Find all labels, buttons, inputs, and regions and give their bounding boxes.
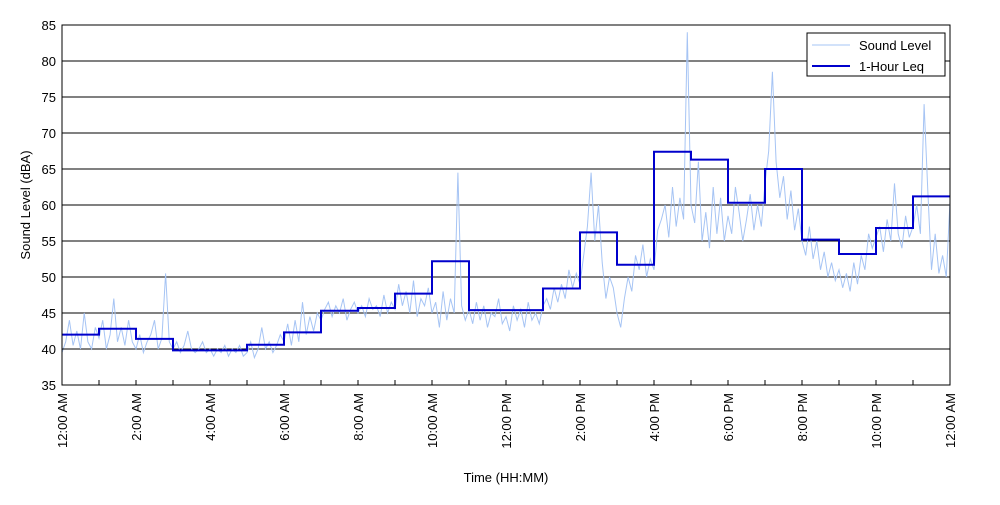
legend: Sound Level 1-Hour Leq (806, 32, 946, 77)
legend-label-sound-level: Sound Level (859, 38, 931, 53)
legend-label-1-hour-leq: 1-Hour Leq (859, 59, 924, 74)
x-tick-label: 4:00 AM (203, 393, 218, 441)
y-tick-label: 80 (42, 54, 56, 69)
series-line-sound-level (61, 32, 951, 360)
x-tick-label: 12:00 AM (943, 393, 958, 448)
series-line-1-hour-leq (62, 150, 950, 352)
y-axis-label: Sound Level (dBA) (18, 150, 33, 259)
x-tick-label: 2:00 PM (573, 393, 588, 441)
x-tick-label: 4:00 PM (647, 393, 662, 441)
x-tick-label: 10:00 PM (869, 393, 884, 449)
y-tick-label: 75 (42, 90, 56, 105)
x-tick-label: 6:00 AM (277, 393, 292, 441)
axes: 35 40 45 50 55 60 65 70 75 80 85 12:00 AM 2:00 AM 4:0… (42, 18, 958, 449)
x-tick-label: 12:00 AM (55, 393, 70, 448)
y-tick-label: 60 (42, 198, 56, 213)
y-tick-label: 45 (42, 306, 56, 321)
y-tick-label: 70 (42, 126, 56, 141)
series-group (61, 32, 951, 360)
y-tick-label: 85 (42, 18, 56, 33)
x-axis-label: Time (HH:MM) (464, 470, 549, 485)
x-tick-label: 8:00 PM (795, 393, 810, 441)
y-tick-label: 35 (42, 378, 56, 393)
x-tick-label: 12:00 PM (499, 393, 514, 449)
y-tick-label: 50 (42, 270, 56, 285)
y-tick-label: 40 (42, 342, 56, 357)
x-tick-label: 6:00 PM (721, 393, 736, 441)
y-tick-label: 55 (42, 234, 56, 249)
x-tick-label: 8:00 AM (351, 393, 366, 441)
y-tick-label: 65 (42, 162, 56, 177)
x-tick-label: 2:00 AM (129, 393, 144, 441)
legend-box (806, 32, 946, 77)
x-tick-label: 10:00 AM (425, 393, 440, 448)
